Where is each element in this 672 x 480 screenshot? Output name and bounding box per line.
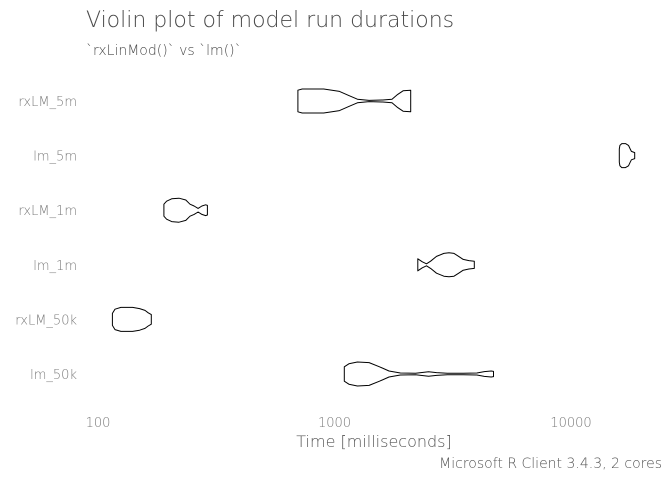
- violin-group: [111, 88, 636, 387]
- violin-lm_50k: [343, 361, 494, 387]
- chart-title: Violin plot of model run durations: [86, 8, 454, 33]
- y-tick-label-lm_50k: lm_50k: [30, 368, 77, 383]
- chart-caption: Microsoft R Client 3.4.3, 2 cores: [439, 456, 662, 472]
- violin-rxLM_1m: [163, 197, 208, 223]
- y-tick-label-rxLM_1m: rxLM_1m: [18, 204, 77, 219]
- x-axis-tick-labels: 100 1000 10000: [86, 416, 592, 431]
- violin-lm_5m: [618, 143, 636, 169]
- y-tick-label-rxLM_50k: rxLM_50k: [15, 313, 77, 328]
- y-tick-label-rxLM_5m: rxLM_5m: [18, 95, 77, 110]
- x-tick-label-100: 100: [86, 416, 111, 431]
- y-tick-label-lm_5m: lm_5m: [33, 150, 77, 165]
- x-tick-label-1000: 1000: [318, 416, 351, 431]
- x-axis-label: Time [milliseconds]: [296, 432, 452, 451]
- y-axis-labels: rxLM_5m lm_5m rxLM_1m lm_1m rxLM_50k lm_50k: [15, 95, 77, 383]
- x-tick-label-10000: 10000: [550, 416, 591, 431]
- chart-subtitle: `rxLinMod()` vs `lm()`: [86, 43, 242, 59]
- violin-lm_1m: [417, 252, 475, 278]
- y-tick-label-lm_1m: lm_1m: [33, 259, 77, 274]
- violin-rxLM_50k: [111, 306, 152, 332]
- violin-rxLM_5m: [297, 88, 412, 114]
